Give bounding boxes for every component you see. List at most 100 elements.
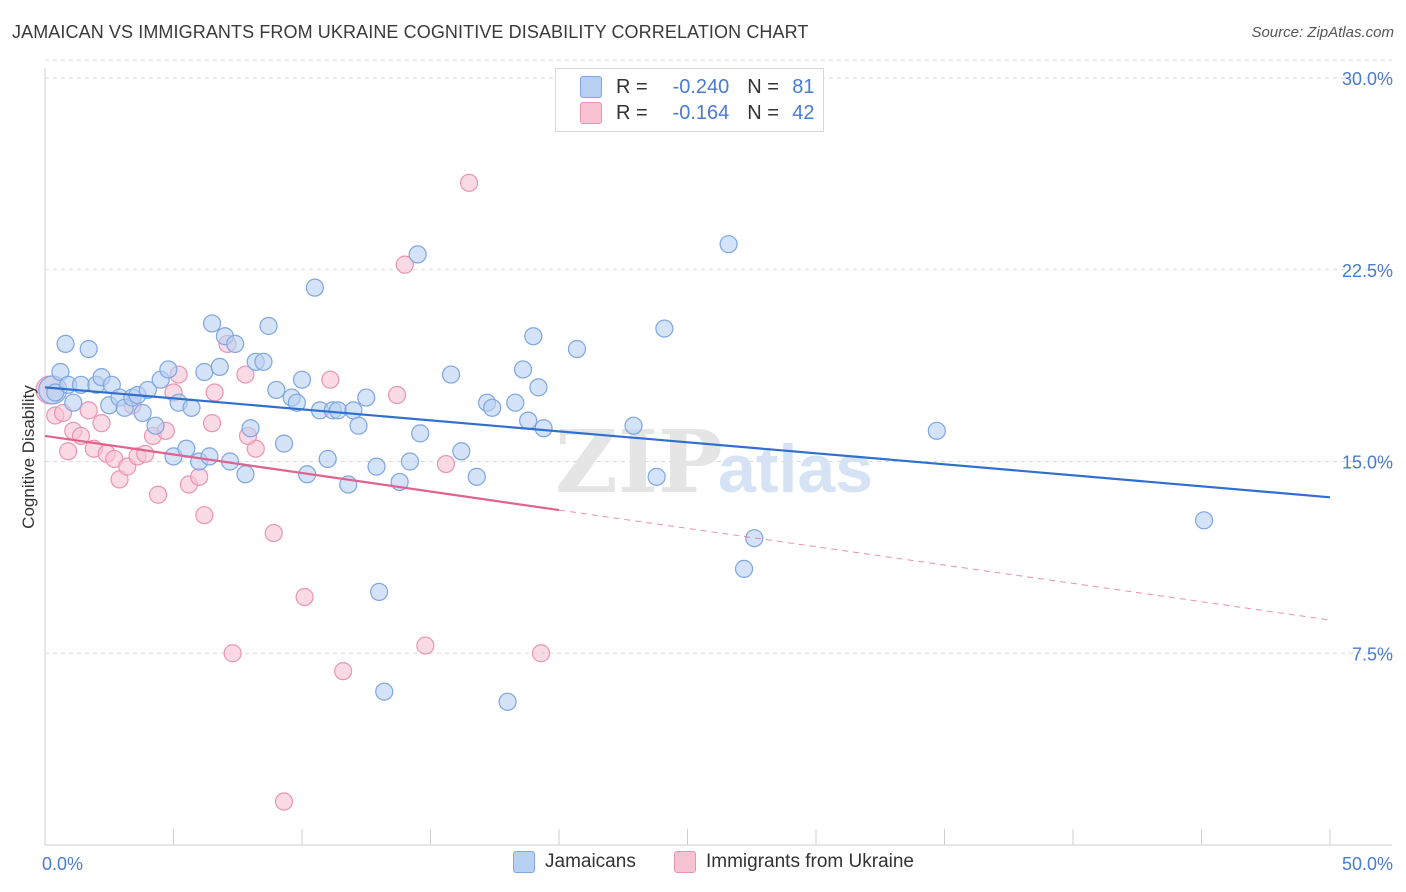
data-point-jamaicans bbox=[745, 529, 764, 548]
y-tick-label: 22.5% bbox=[1342, 261, 1393, 281]
data-point-jamaicans bbox=[927, 421, 946, 440]
trend-lines bbox=[44, 386, 1331, 621]
data-point-jamaicans bbox=[357, 388, 376, 407]
data-point-jamaicans bbox=[534, 419, 553, 438]
data-point-jamaicans bbox=[274, 434, 294, 453]
data-point-ukraine bbox=[202, 414, 222, 433]
data-point-jamaicans bbox=[133, 403, 152, 423]
data-point-jamaicans bbox=[408, 245, 427, 264]
y-tick-label: 30.0% bbox=[1342, 69, 1393, 89]
x-tick-label: 50.0% bbox=[1342, 854, 1393, 874]
data-point-ukraine bbox=[195, 506, 214, 525]
y-tick-label: 15.0% bbox=[1342, 453, 1393, 473]
data-point-jamaicans bbox=[318, 449, 337, 469]
y-axis-label: Cognitive Disability bbox=[19, 385, 38, 529]
data-point-ukraine bbox=[436, 454, 456, 474]
data-point-jamaicans bbox=[254, 352, 273, 371]
data-point-jamaicans bbox=[498, 692, 517, 711]
data-point-jamaicans bbox=[506, 393, 525, 412]
data-point-jamaicans bbox=[79, 339, 98, 359]
data-point-jamaicans bbox=[375, 682, 394, 701]
data-point-jamaicans bbox=[441, 365, 461, 384]
data-point-ukraine bbox=[79, 401, 98, 420]
data-point-jamaicans bbox=[624, 416, 643, 435]
data-point-jamaicans bbox=[210, 357, 229, 377]
chart-title: JAMAICAN VS IMMIGRANTS FROM UKRAINE COGN… bbox=[12, 22, 809, 42]
legend-row-ukraine: R = -0.164 N = 42 bbox=[580, 101, 815, 125]
data-point-ukraine bbox=[136, 444, 155, 463]
trend-line-jamaicans bbox=[44, 386, 1331, 499]
data-point-jamaicans bbox=[305, 278, 324, 297]
legend-swatch-pink bbox=[580, 102, 602, 124]
legend-n-label: N = bbox=[747, 75, 779, 98]
data-point-ukraine bbox=[148, 485, 168, 504]
data-point-jamaicans bbox=[344, 401, 363, 420]
data-point-jamaicans bbox=[241, 419, 260, 438]
data-point-jamaicans bbox=[259, 316, 278, 336]
data-point-jamaicans bbox=[529, 378, 548, 397]
data-point-jamaicans bbox=[267, 380, 286, 400]
bottom-legend-swatch-pink bbox=[674, 851, 696, 873]
bottom-legend-ukraine: Immigrants from Ukraine bbox=[674, 851, 914, 873]
data-point-jamaicans bbox=[367, 457, 386, 476]
legend-n-label: N = bbox=[747, 101, 779, 124]
data-point-jamaicans bbox=[1194, 511, 1214, 530]
trend-line-ukraine bbox=[44, 434, 560, 512]
data-point-jamaicans bbox=[292, 370, 312, 389]
data-point-jamaicans bbox=[146, 416, 165, 435]
data-point-ukraine bbox=[190, 467, 209, 486]
data-point-jamaicans bbox=[567, 339, 587, 359]
data-point-jamaicans bbox=[467, 467, 486, 486]
data-point-jamaicans bbox=[719, 235, 738, 254]
data-point-ukraine bbox=[531, 644, 551, 663]
bottom-legend-jamaicans: Jamaicans bbox=[513, 851, 636, 873]
legend-swatch-blue bbox=[580, 76, 602, 98]
watermark: ZIP atlas bbox=[555, 412, 873, 513]
data-point-ukraine bbox=[264, 523, 283, 543]
data-point-ukraine bbox=[387, 385, 407, 405]
data-point-jamaicans bbox=[519, 411, 538, 430]
data-point-jamaicans bbox=[483, 398, 502, 417]
data-point-jamaicans bbox=[200, 447, 219, 466]
trend-line-ukraine-extrapolated bbox=[558, 509, 1331, 621]
data-point-jamaicans bbox=[647, 467, 666, 486]
data-point-jamaicans bbox=[734, 559, 754, 578]
data-point-jamaicans bbox=[287, 393, 306, 412]
y-tick-label: 7.5% bbox=[1352, 644, 1393, 664]
data-point-jamaicans bbox=[349, 416, 368, 435]
data-point-ukraine bbox=[395, 255, 414, 274]
tick-labels: 7.5% 15.0% 22.5% 30.0% 0.0% 50.0% bbox=[42, 69, 1393, 874]
data-point-jamaicans bbox=[159, 360, 178, 379]
data-point-jamaicans bbox=[452, 442, 471, 461]
x-tick-label: 0.0% bbox=[42, 854, 83, 874]
data-point-ukraine bbox=[416, 636, 435, 655]
legend-n-value: 81 bbox=[792, 75, 815, 98]
legend-r-label: R = bbox=[616, 101, 648, 124]
watermark-atlas: atlas bbox=[718, 431, 873, 507]
data-point-jamaicans bbox=[655, 319, 674, 338]
data-point-jamaicans bbox=[513, 360, 533, 379]
data-point-ukraine bbox=[205, 383, 224, 402]
legend-row-jamaicans: R = -0.240 N = 81 bbox=[580, 75, 815, 99]
data-point-ukraine bbox=[59, 442, 78, 461]
data-point-jamaicans bbox=[370, 582, 389, 601]
legend-r-value: -0.164 bbox=[672, 101, 730, 124]
data-point-jamaicans bbox=[328, 401, 348, 420]
data-point-jamaicans bbox=[202, 314, 222, 333]
bottom-legend-label-jamaicans: Jamaicans bbox=[545, 851, 636, 872]
legend-r-value: -0.240 bbox=[672, 75, 730, 98]
data-point-ukraine bbox=[236, 365, 255, 384]
grid bbox=[45, 59, 1392, 654]
source-label: Source: ZipAtlas.com bbox=[1251, 24, 1394, 41]
data-point-jamaicans bbox=[138, 380, 157, 400]
data-point-jamaicans bbox=[182, 398, 201, 417]
series-jamaicans bbox=[38, 235, 1214, 711]
legend-r-label: R = bbox=[616, 75, 648, 98]
data-point-jamaicans bbox=[195, 362, 214, 382]
axes bbox=[44, 68, 1392, 846]
legend-n-value: 42 bbox=[792, 101, 815, 124]
bottom-legend-swatch-blue bbox=[513, 851, 535, 873]
data-point-ukraine bbox=[295, 587, 314, 607]
data-point-jamaicans bbox=[400, 452, 420, 471]
